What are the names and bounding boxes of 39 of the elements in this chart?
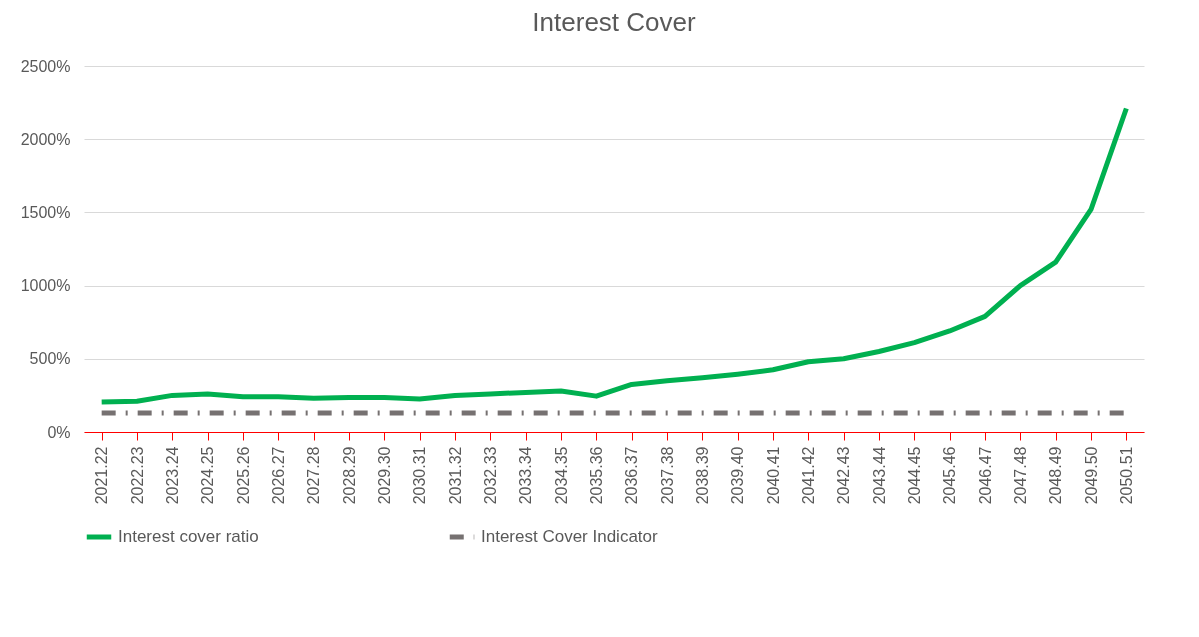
x-tick-label: 2036.37 [623, 446, 641, 505]
x-tick-label: 2031.32 [446, 446, 464, 505]
y-tick-label: 1500% [20, 203, 71, 221]
x-tick-label: 2021.22 [93, 446, 111, 505]
y-tick-label: 2500% [20, 57, 71, 75]
chart-title: Interest Cover [532, 7, 696, 37]
y-tick-label: 0% [47, 423, 71, 441]
x-tick-label: 2024.25 [199, 446, 217, 505]
x-tick-label: 2026.27 [269, 446, 287, 505]
x-tick-label: 2048.49 [1047, 446, 1065, 505]
x-tick-label: 2038.39 [693, 446, 711, 505]
legend-label: Interest Cover Indicator [481, 527, 659, 546]
x-tick-label: 2049.50 [1082, 446, 1100, 505]
x-tick-label: 2033.34 [517, 446, 535, 505]
x-tick-label: 2032.33 [481, 446, 499, 505]
x-tick-label: 2028.29 [340, 446, 358, 505]
x-tick-label: 2040.41 [764, 446, 782, 505]
x-tick-label: 2027.28 [305, 446, 323, 505]
x-tick-label: 2039.40 [729, 446, 747, 505]
x-tick-label: 2034.35 [552, 446, 570, 505]
x-tick-label: 2041.42 [799, 446, 817, 505]
x-tick-label: 2046.47 [976, 446, 994, 505]
x-tick-label: 2029.30 [375, 446, 393, 505]
x-tick-label: 2043.44 [870, 446, 888, 505]
x-tick-label: 2044.45 [905, 446, 923, 505]
x-tick-label: 2023.24 [163, 446, 181, 505]
x-tick-label: 2022.23 [128, 446, 146, 505]
y-tick-label: 500% [29, 350, 71, 368]
x-tick-label: 2035.36 [587, 446, 605, 505]
y-tick-label: 1000% [20, 277, 71, 295]
x-tick-label: 2025.26 [234, 446, 252, 505]
x-tick-label: 2037.38 [658, 446, 676, 505]
y-tick-label: 2000% [20, 130, 71, 148]
x-tick-label: 2042.43 [835, 446, 853, 505]
x-tick-label: 2050.51 [1117, 446, 1135, 505]
x-tick-label: 2045.46 [941, 446, 959, 505]
x-tick-label: 2030.31 [411, 446, 429, 505]
legend-label: Interest cover ratio [118, 527, 259, 546]
x-tick-label: 2047.48 [1011, 446, 1029, 505]
